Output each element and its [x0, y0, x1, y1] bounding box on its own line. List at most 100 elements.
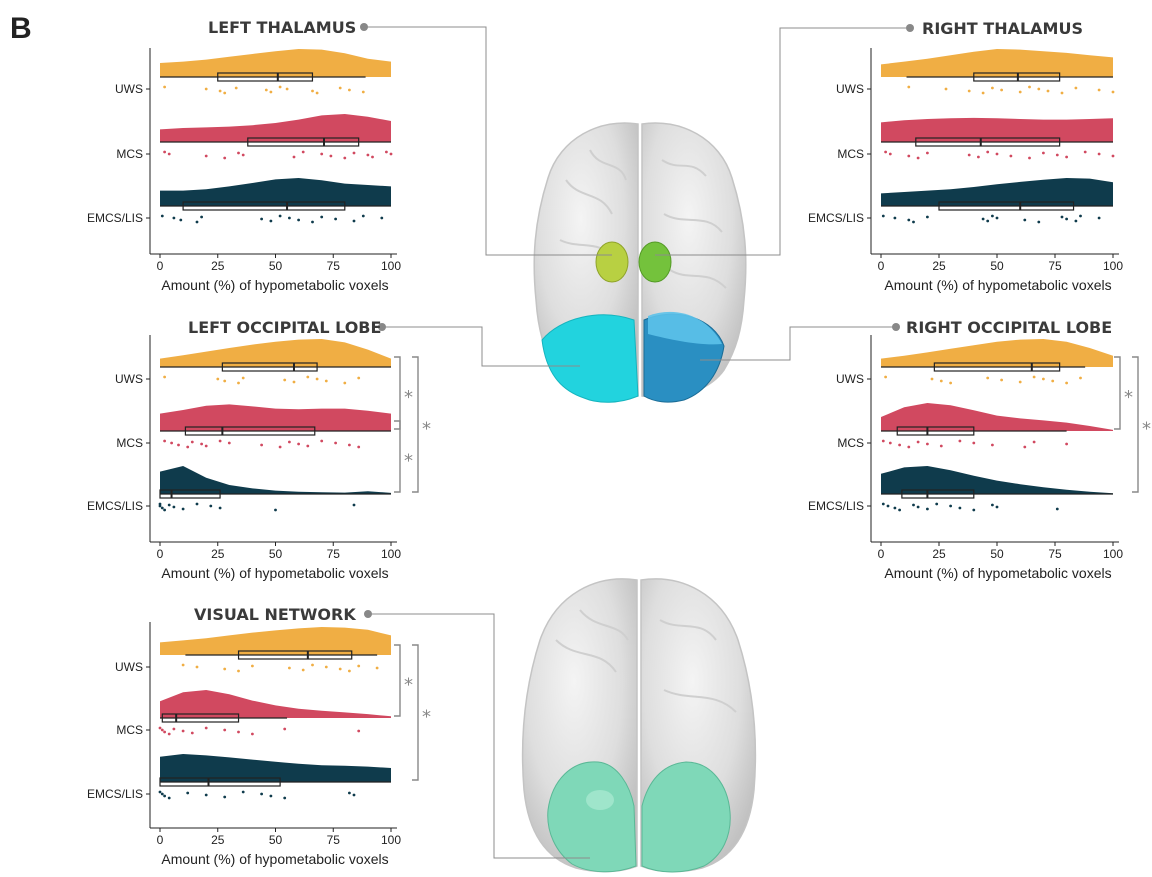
significance-star: *: [1124, 387, 1133, 408]
data-point-mcs: [329, 154, 333, 158]
iqr-box-mcs: [896, 426, 975, 436]
data-point-emcs-lis: [269, 219, 273, 223]
data-point-emcs-lis: [361, 214, 365, 218]
data-point-mcs: [320, 152, 324, 156]
data-point-emcs-lis: [172, 216, 176, 220]
data-point-emcs-lis: [352, 219, 356, 223]
data-point-emcs-lis: [912, 503, 915, 507]
data-point-mcs: [190, 440, 194, 444]
data-point-uws: [285, 87, 289, 91]
data-point-uws: [1000, 378, 1003, 382]
data-point-mcs: [306, 444, 310, 448]
x-axis-label: Amount (%) of hypometabolic voxels: [161, 565, 388, 581]
connector-dot-left-thalamus: [360, 23, 368, 31]
density-cloud-mcs: [881, 403, 1113, 431]
data-point-uws: [251, 664, 254, 668]
data-point-uws: [195, 665, 199, 669]
data-point-mcs: [1032, 440, 1036, 444]
data-point-uws: [348, 669, 351, 673]
data-point-mcs: [237, 730, 240, 734]
iqr-box-uws: [237, 650, 353, 660]
data-point-uws: [1051, 379, 1055, 383]
data-point-emcs-lis: [334, 217, 337, 221]
x-tick-label-0: 0: [878, 547, 885, 561]
data-point-emcs-lis: [283, 796, 287, 800]
data-point-emcs-lis: [1074, 219, 1078, 223]
data-point-uws: [301, 668, 305, 672]
x-tick-label-75: 75: [1048, 547, 1062, 561]
data-point-emcs-lis: [278, 214, 282, 218]
data-point-emcs-lis: [881, 502, 885, 506]
data-point-uws: [343, 381, 347, 385]
data-point-emcs-lis: [223, 795, 227, 799]
data-point-emcs-lis: [352, 503, 356, 507]
data-point-emcs-lis: [926, 507, 929, 511]
left-thalamus-region: [595, 241, 629, 283]
x-tick-label-0: 0: [157, 547, 164, 561]
data-point-mcs: [288, 440, 291, 444]
data-point-emcs-lis: [218, 506, 222, 510]
data-point-mcs: [1009, 154, 1013, 158]
data-point-mcs: [898, 443, 901, 447]
x-tick-label-50: 50: [269, 259, 283, 273]
data-point-mcs: [204, 726, 208, 730]
data-point-mcs: [181, 729, 185, 733]
iqr-box-emcs-lis: [938, 201, 1075, 211]
chart-title: LEFT OCCIPITAL LOBE: [188, 318, 381, 337]
data-point-mcs: [172, 727, 176, 731]
data-point-emcs-lis: [1055, 507, 1059, 511]
y-tick-label-mcs: MCS: [837, 436, 864, 450]
data-point-emcs-lis: [1065, 217, 1068, 221]
significance-bracket: [412, 356, 419, 493]
data-point-mcs: [227, 441, 231, 445]
significance-star: *: [422, 419, 431, 440]
data-point-mcs: [163, 439, 167, 443]
data-point-emcs-lis: [380, 216, 384, 220]
chart-right-thalamus: RIGHT THALAMUS 0 25 50 75 100 Amount (%) of hy…: [808, 19, 1123, 293]
y-tick-label-mcs: MCS: [116, 147, 143, 161]
iqr-box-mcs: [161, 713, 240, 723]
data-point-mcs: [916, 440, 920, 444]
data-point-mcs: [320, 439, 324, 443]
data-point-emcs-lis: [195, 220, 199, 224]
data-point-emcs-lis: [160, 214, 164, 218]
chart-visual-network: VISUAL NETWORK 0 25 50 75 100 Amount (%) of hy…: [87, 605, 431, 867]
data-point-emcs-lis: [1023, 218, 1027, 222]
significance-bracket: [394, 356, 401, 430]
chart-title: RIGHT THALAMUS: [922, 19, 1083, 38]
density-cloud-uws: [160, 627, 391, 655]
data-point-mcs: [163, 150, 167, 154]
significance-star: *: [404, 451, 413, 472]
data-point-emcs-lis: [1060, 215, 1064, 219]
data-point-uws: [884, 375, 887, 379]
data-point-mcs: [986, 150, 990, 154]
panel-letter: B: [10, 12, 32, 45]
data-point-uws: [223, 91, 227, 95]
density-cloud-mcs: [160, 690, 391, 718]
x-tick-label-0: 0: [157, 259, 164, 273]
data-point-mcs: [200, 442, 204, 446]
data-point-uws: [241, 376, 245, 380]
data-point-mcs: [389, 152, 393, 156]
data-point-mcs: [1023, 445, 1027, 449]
x-tick-label-50: 50: [269, 547, 283, 561]
x-tick-label-25: 25: [211, 547, 225, 561]
right-thalamus-region: [638, 241, 672, 283]
chart-left-occipital-lobe: LEFT OCCIPITAL LOBE 0 25 50 75 100 Amount (%) …: [87, 318, 431, 581]
data-point-mcs: [237, 151, 240, 155]
data-point-mcs: [888, 441, 892, 445]
data-point-emcs-lis: [158, 790, 162, 794]
chart-title: LEFT THALAMUS: [208, 18, 356, 37]
data-point-mcs: [995, 152, 999, 156]
brain-image-top: [533, 122, 747, 403]
data-point-mcs: [190, 731, 194, 735]
x-tick-label-100: 100: [381, 547, 401, 561]
iqr-box-uws: [973, 72, 1061, 82]
brain-image-bottom: [521, 578, 757, 873]
connector-dot-right-occipital: [892, 323, 900, 331]
x-tick-label-50: 50: [990, 259, 1004, 273]
density-cloud-uws: [160, 49, 391, 77]
significance-bracket: [394, 420, 401, 493]
data-point-uws: [986, 376, 990, 380]
data-point-mcs: [163, 730, 167, 734]
